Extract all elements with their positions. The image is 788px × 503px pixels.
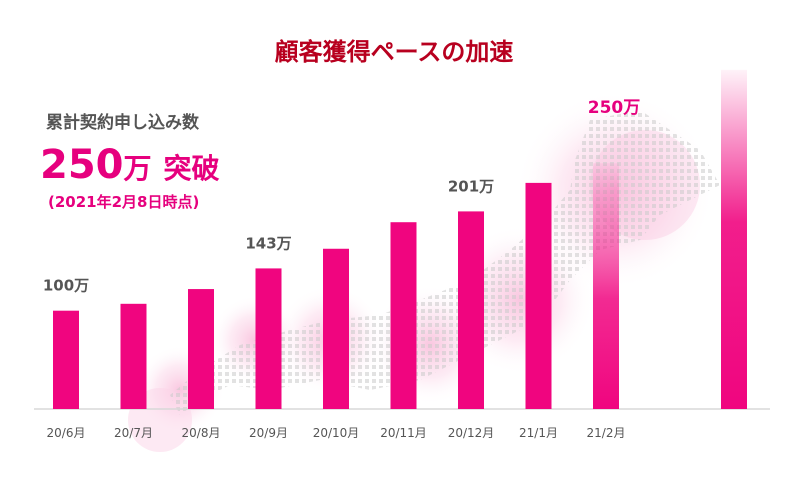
headline-unit: 万 <box>124 152 152 185</box>
bar-2 <box>188 289 214 409</box>
data-labels-group: 100万 143万 201万 250万 <box>43 98 640 294</box>
bar-7 <box>525 182 552 409</box>
x-tick-label: 20/7月 <box>114 426 153 440</box>
data-label: 100万 <box>43 277 89 295</box>
x-tick-label: 20/11月 <box>380 426 427 440</box>
data-label: 143万 <box>245 234 291 252</box>
headline-big: 250万 突破 <box>40 142 220 188</box>
x-tick-label: 20/8月 <box>182 426 221 440</box>
bar-5 <box>390 222 417 409</box>
x-tick-label: 21/1月 <box>519 426 558 440</box>
bar-4 <box>323 248 349 409</box>
bar-0 <box>53 310 79 409</box>
headline-caption: 累計契約申し込み数 <box>46 112 200 133</box>
bars-group <box>53 69 747 409</box>
tick-labels-group: 20/6月 20/7月 20/8月 20/9月 20/10月 20/11月 20/12月 21… <box>47 426 626 440</box>
x-tick-label: 20/10月 <box>313 426 360 440</box>
data-label: 201万 <box>448 177 494 195</box>
headline-number: 250 <box>40 142 124 188</box>
bar-1 <box>120 303 147 409</box>
x-tick-label: 20/6月 <box>47 426 86 440</box>
chart-title: 顧客獲得ペースの加速 <box>275 38 514 66</box>
dotted-map <box>170 110 720 415</box>
x-tick-label: 20/12月 <box>448 426 495 440</box>
headline-word: 突破 <box>164 152 220 185</box>
data-label: 250万 <box>588 98 641 118</box>
bar-3 <box>255 268 282 409</box>
x-tick-label: 21/2月 <box>587 426 626 440</box>
background-decoration <box>128 90 720 452</box>
bar-9 <box>721 69 747 409</box>
headline-date-note: (2021年2月8日時点) <box>48 193 199 211</box>
bar-6 <box>458 211 484 409</box>
bar-8 <box>593 163 619 409</box>
x-tick-label: 20/9月 <box>249 426 288 440</box>
